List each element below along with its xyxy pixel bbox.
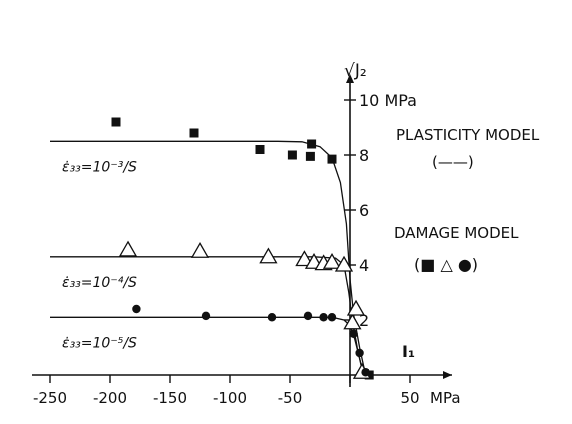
data-point-square [255,145,265,154]
series-rate-label-2: ε̇₃₃=10⁻⁴/S [62,275,137,291]
data-point-square [364,370,374,380]
data-point-dot [319,313,328,322]
x-tick-label: -50 [278,389,303,407]
data-point-square [327,154,337,164]
y-tick-label: 6 [359,201,369,220]
data-point-square [189,128,199,138]
data-point-triangle [295,250,314,267]
data-point-triangle [118,240,138,257]
series-rate-label-1: ε̇₃₃=10⁻³/S [62,159,137,175]
data-point-dot [267,313,277,322]
y-tick-label: 2 [359,311,369,330]
data-point-triangle [334,255,354,272]
damage-model-symbols: (■ △ ●) [414,255,478,274]
data-point-dot [327,313,337,322]
plasticity-model-symbol: (——) [432,153,474,171]
data-point-triangle [343,313,362,330]
x-unit-label: MPa [430,389,461,407]
x-tick-label: -200 [93,389,127,407]
x-axis-arrow [443,371,452,379]
data-point-dot [303,311,313,321]
data-point-dot [201,311,211,321]
data-point-square [305,151,315,161]
plasticity-model-label: PLASTICITY MODEL [396,126,540,144]
data-point-triangle [190,241,210,258]
x-tick-label: -100 [213,389,247,407]
data-point-triangle [259,247,278,264]
y-tick-label: 4 [359,256,369,275]
x-tick-label: -150 [153,389,187,407]
data-point-square [307,139,317,149]
points-group [111,117,374,380]
y-axis-title: √J₂ [344,61,367,81]
x-tick-label: 50 [400,389,419,407]
damage-model-label: DAMAGE MODEL [394,224,519,242]
data-point-dot [355,348,364,358]
y-unit-label: 10 MPa [359,91,417,110]
data-point-square [287,150,297,160]
data-point-dot [132,304,141,314]
data-point-triangle [346,299,366,316]
y-axis-arrow [346,74,354,83]
y-tick-label: 8 [359,146,369,165]
series-rate-label-3: ε̇₃₃=10⁻⁵/S [62,335,137,351]
data-point-dot [349,329,358,338]
data-point-square [111,117,121,127]
x-tick-label: -250 [33,389,67,407]
x-axis-title: I₁ [402,342,415,361]
labels-group: -250 -200 -150 -100 -50 50 MPa 2 4 6 8 10 MPa √J₂ I₁ ε… [33,61,540,407]
data-point-dot [361,368,370,377]
data-point-triangle [322,252,342,269]
